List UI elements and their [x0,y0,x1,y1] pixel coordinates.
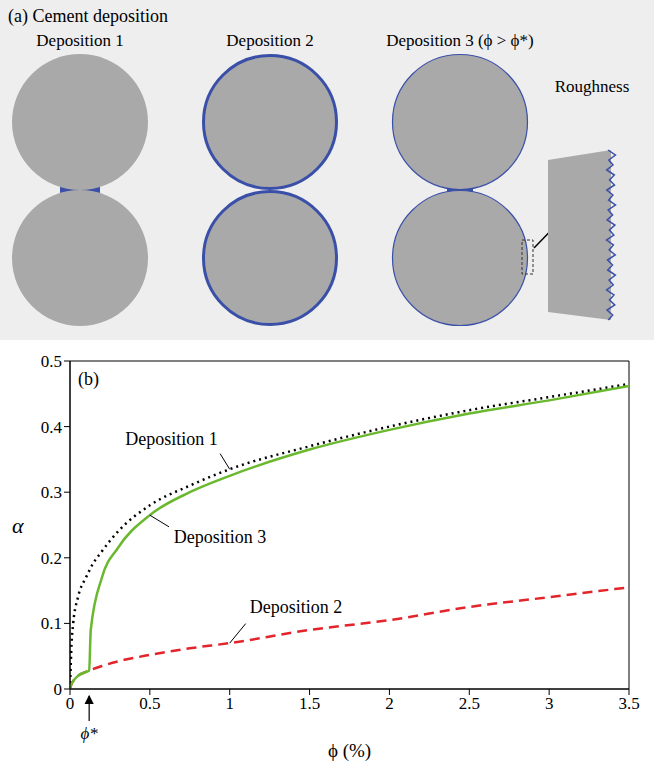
svg-text:(b): (b) [78,369,99,390]
svg-text:0.5: 0.5 [139,694,160,713]
svg-text:0.2: 0.2 [41,549,62,568]
svg-text:Deposition 1: Deposition 1 [125,429,218,449]
svg-text:1: 1 [225,694,234,713]
svg-text:3.5: 3.5 [618,694,639,713]
svg-text:(a) Cement deposition: (a) Cement deposition [8,6,168,27]
svg-text:ϕ (%): ϕ (%) [328,740,371,762]
svg-text:Deposition 2: Deposition 2 [226,31,313,50]
svg-text:3: 3 [545,694,554,713]
svg-text:0.4: 0.4 [41,418,63,437]
svg-text:Deposition 3 (ϕ > ϕ*): Deposition 3 (ϕ > ϕ*) [386,31,533,50]
svg-text:0.1: 0.1 [41,614,62,633]
svg-text:1.5: 1.5 [299,694,320,713]
svg-text:2: 2 [385,694,394,713]
svg-text:0.3: 0.3 [41,483,62,502]
svg-text:0: 0 [66,694,75,713]
svg-text:Deposition 1: Deposition 1 [36,31,123,50]
svg-text:0: 0 [54,680,63,699]
svg-text:0.5: 0.5 [41,352,62,371]
svg-text:ϕ*: ϕ* [81,724,99,743]
svg-text:Deposition 2: Deposition 2 [250,597,343,617]
svg-text:α: α [12,513,24,538]
svg-text:Deposition 3: Deposition 3 [174,527,267,547]
svg-text:2.5: 2.5 [459,694,480,713]
svg-text:Roughness: Roughness [555,77,630,96]
